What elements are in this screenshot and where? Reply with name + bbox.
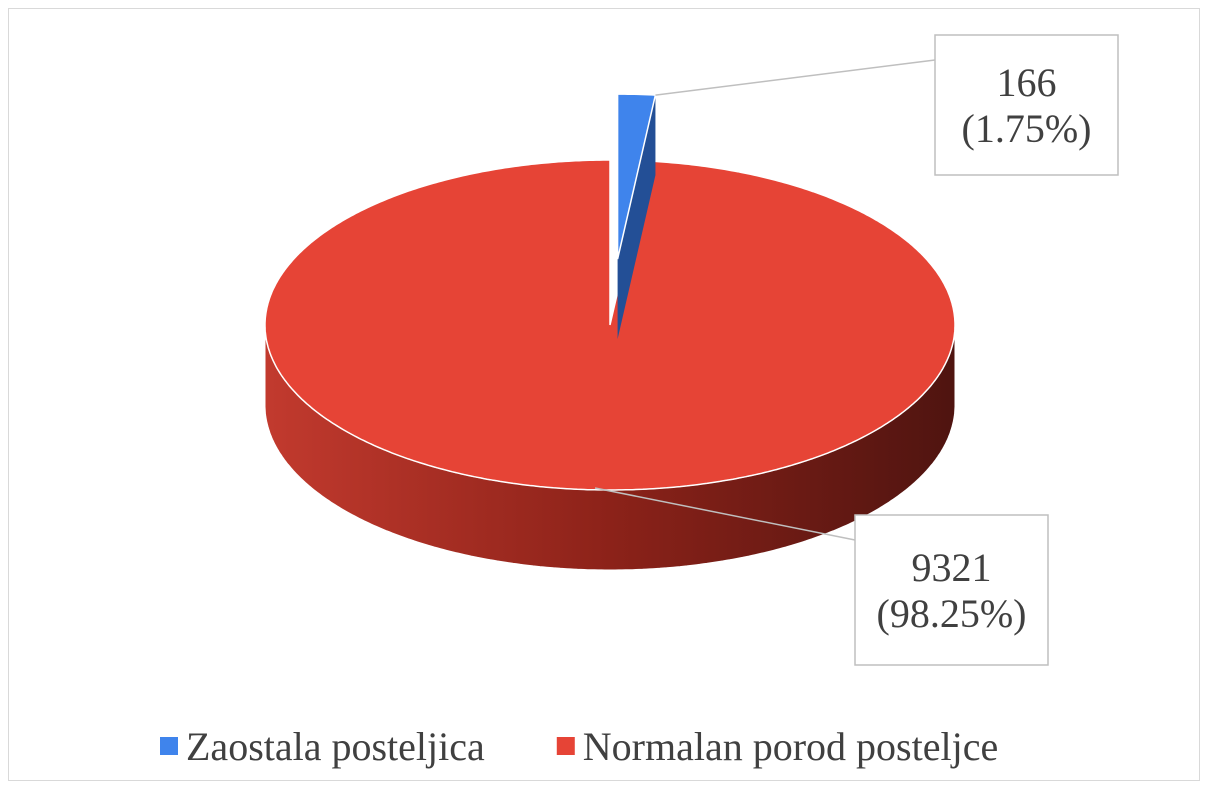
legend-swatch bbox=[556, 737, 575, 755]
pie-slice bbox=[616, 93, 657, 260]
data-label: 166 (1.75%) bbox=[962, 60, 1092, 151]
pie-slice bbox=[264, 159, 956, 491]
legend-label: Zaostala posteljica bbox=[186, 724, 485, 769]
legend-label: Normalan porod posteljce bbox=[583, 724, 998, 769]
plot: 166 (1.75%) 9321 (98.25%) bbox=[264, 34, 1119, 666]
leader-line bbox=[594, 487, 856, 541]
data-label-box bbox=[934, 34, 1119, 176]
legend-swatch bbox=[160, 737, 178, 755]
pie-slice-face bbox=[617, 95, 656, 340]
data-label: 9321 (98.25%) bbox=[877, 545, 1027, 636]
legend: Zaostala posteljica Normalan porod postel… bbox=[160, 724, 998, 769]
data-label-box bbox=[854, 514, 1049, 666]
leader-line bbox=[655, 59, 936, 96]
